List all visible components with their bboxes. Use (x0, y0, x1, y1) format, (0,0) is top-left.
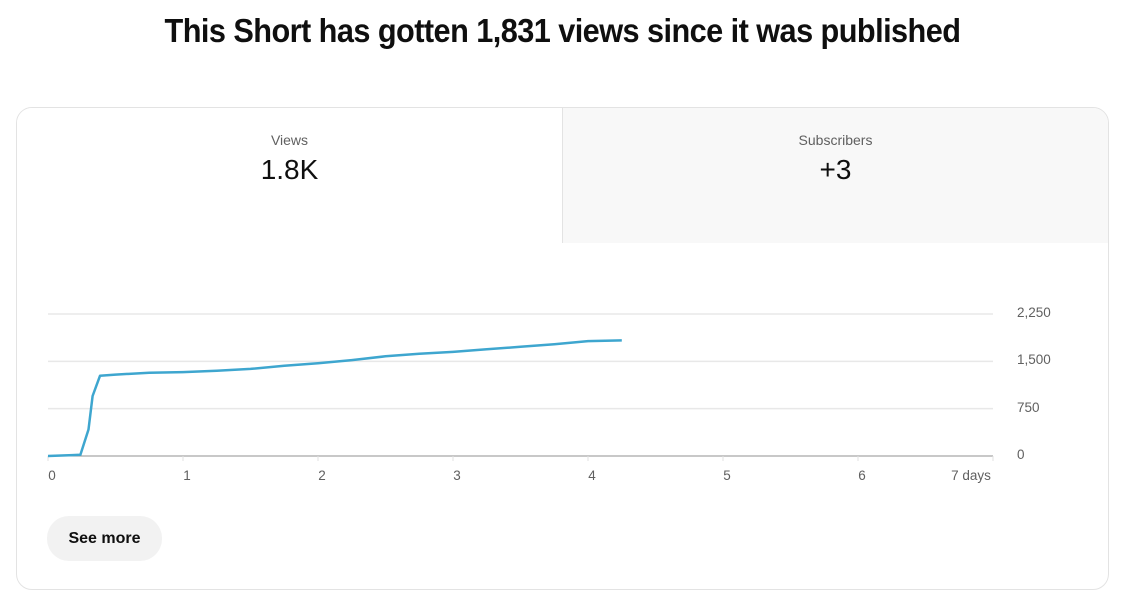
tab-views-label: Views (270, 132, 309, 148)
views-line-chart: 2,250 1,500 750 0 0 1 2 3 4 5 6 7 days (17, 243, 1108, 503)
analytics-card: Views 1.8K Subscribers +3 2,250 1,500 750 0… (16, 107, 1109, 590)
x-axis-label: 4 (588, 468, 596, 483)
metric-tabs: Views 1.8K Subscribers +3 (17, 108, 1108, 243)
x-axis-label: 5 (723, 468, 731, 483)
chart-plot-area (47, 313, 994, 461)
tab-views[interactable]: Views 1.8K (17, 108, 562, 243)
x-axis-label: 0 (48, 468, 56, 483)
tab-subscribers-value: +3 (819, 154, 852, 185)
y-axis-label: 2,250 (1017, 305, 1051, 320)
y-axis-label: 1,500 (1017, 352, 1051, 368)
tab-views-value: 1.8K (260, 154, 319, 185)
x-axis-label: 6 (858, 468, 866, 483)
tab-subscribers[interactable]: Subscribers +3 (562, 108, 1108, 243)
x-axis-label: 1 (183, 468, 191, 483)
y-axis-label: 750 (1017, 399, 1040, 415)
y-axis-label: 0 (1017, 447, 1025, 462)
page-headline: This Short has gotten 1,831 views since … (164, 12, 961, 49)
tab-subscribers-label: Subscribers (798, 132, 873, 148)
see-more-button[interactable]: See more (47, 516, 162, 561)
views-line[interactable] (47, 339, 622, 458)
x-axis-label: 3 (453, 468, 461, 483)
x-axis-label: 2 (318, 468, 326, 483)
x-axis-label: 7 days (951, 468, 991, 483)
